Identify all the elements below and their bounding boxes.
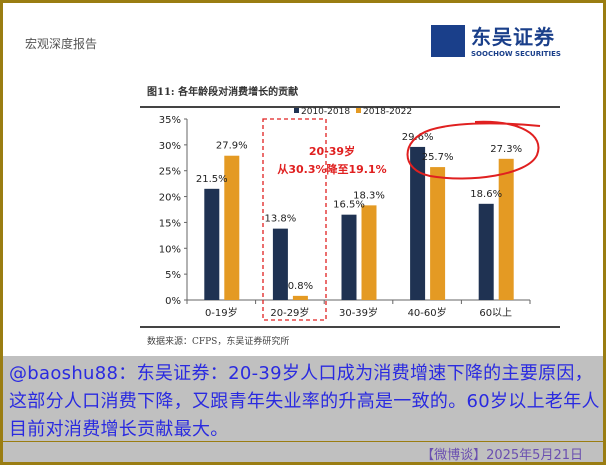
legend-swatch xyxy=(356,108,361,113)
bar-2018-2022 xyxy=(430,167,446,300)
legend-label: 2018-2022 xyxy=(363,107,412,117)
post-text: @baoshu88：东吴证券：20-39岁人口成为消费增速下降的主要原因，这部分… xyxy=(9,363,600,440)
bar-2018-2022 xyxy=(498,158,514,300)
y-tick-label: 10% xyxy=(159,244,181,255)
annotation-box xyxy=(262,118,327,321)
legend-swatch xyxy=(294,108,299,113)
soochow-logo: 东吴证券 SOOCHOW SECURITIES xyxy=(431,23,571,63)
annotation-line1: 20-39岁 xyxy=(309,144,355,158)
bar-2010-2018 xyxy=(204,188,220,300)
bar-2010-2018 xyxy=(341,214,357,300)
post-footer: 【微博谈】2025年5月21日 xyxy=(421,448,583,463)
x-tick-label: 40-60岁 xyxy=(408,306,447,319)
y-tick-label: 35% xyxy=(159,115,181,126)
data-label: 13.8% xyxy=(265,214,297,225)
data-label: 25.7% xyxy=(422,152,454,163)
y-tick-label: 0% xyxy=(165,296,181,307)
data-label: 27.3% xyxy=(490,144,522,155)
highlight-circle xyxy=(406,120,541,180)
bar-2010-2018 xyxy=(478,203,494,300)
bar-2018-2022 xyxy=(292,295,308,300)
figure-title: 图11: 各年龄段对消费增长的贡献 xyxy=(147,87,299,98)
logo-en: SOOCHOW SECURITIES xyxy=(471,50,561,58)
data-label: 21.5% xyxy=(196,174,228,185)
y-tick-label: 30% xyxy=(159,141,181,152)
data-label: 27.9% xyxy=(216,141,248,152)
title-rule xyxy=(140,106,560,108)
report-type: 宏观深度报告 xyxy=(25,37,98,51)
y-tick-label: 15% xyxy=(159,218,181,229)
weibo-post-panel: @baoshu88：东吴证券：20-39岁人口成为消费增速下降的主要原因，这部分… xyxy=(3,356,603,463)
bar-2018-2022 xyxy=(361,205,377,300)
data-label: 16.5% xyxy=(333,200,365,211)
logo-cn: 东吴证券 xyxy=(471,25,555,49)
data-label: 18.3% xyxy=(353,190,385,201)
figure-source: 数据来源：CFPS，东吴证券研究所 xyxy=(147,337,290,347)
data-label: 18.6% xyxy=(470,189,502,200)
y-tick-label: 5% xyxy=(165,270,181,281)
y-tick-label: 25% xyxy=(159,167,181,178)
x-tick-label: 0-19岁 xyxy=(205,306,238,319)
data-label: 0.8% xyxy=(288,281,313,292)
bar-chart: 0% 5% 10% 15% 20% 25% 30% 35% 0-19岁 20-29岁 30-39岁 4… xyxy=(159,107,541,321)
logo-mark-icon xyxy=(431,25,465,57)
bottom-rule xyxy=(140,326,560,328)
bar-2010-2018 xyxy=(410,146,426,300)
bar-2018-2022 xyxy=(224,155,240,300)
legend-label: 2010-2018 xyxy=(301,107,350,117)
y-tick-label: 20% xyxy=(159,193,181,204)
bar-2010-2018 xyxy=(272,228,288,300)
annotation-line2: 从30.3%降至19.1% xyxy=(277,162,386,176)
x-tick-label: 60以上 xyxy=(479,307,512,319)
panel-divider xyxy=(3,441,603,442)
x-tick-label: 30-39岁 xyxy=(339,306,378,319)
x-tick-label: 20-29岁 xyxy=(270,306,309,319)
